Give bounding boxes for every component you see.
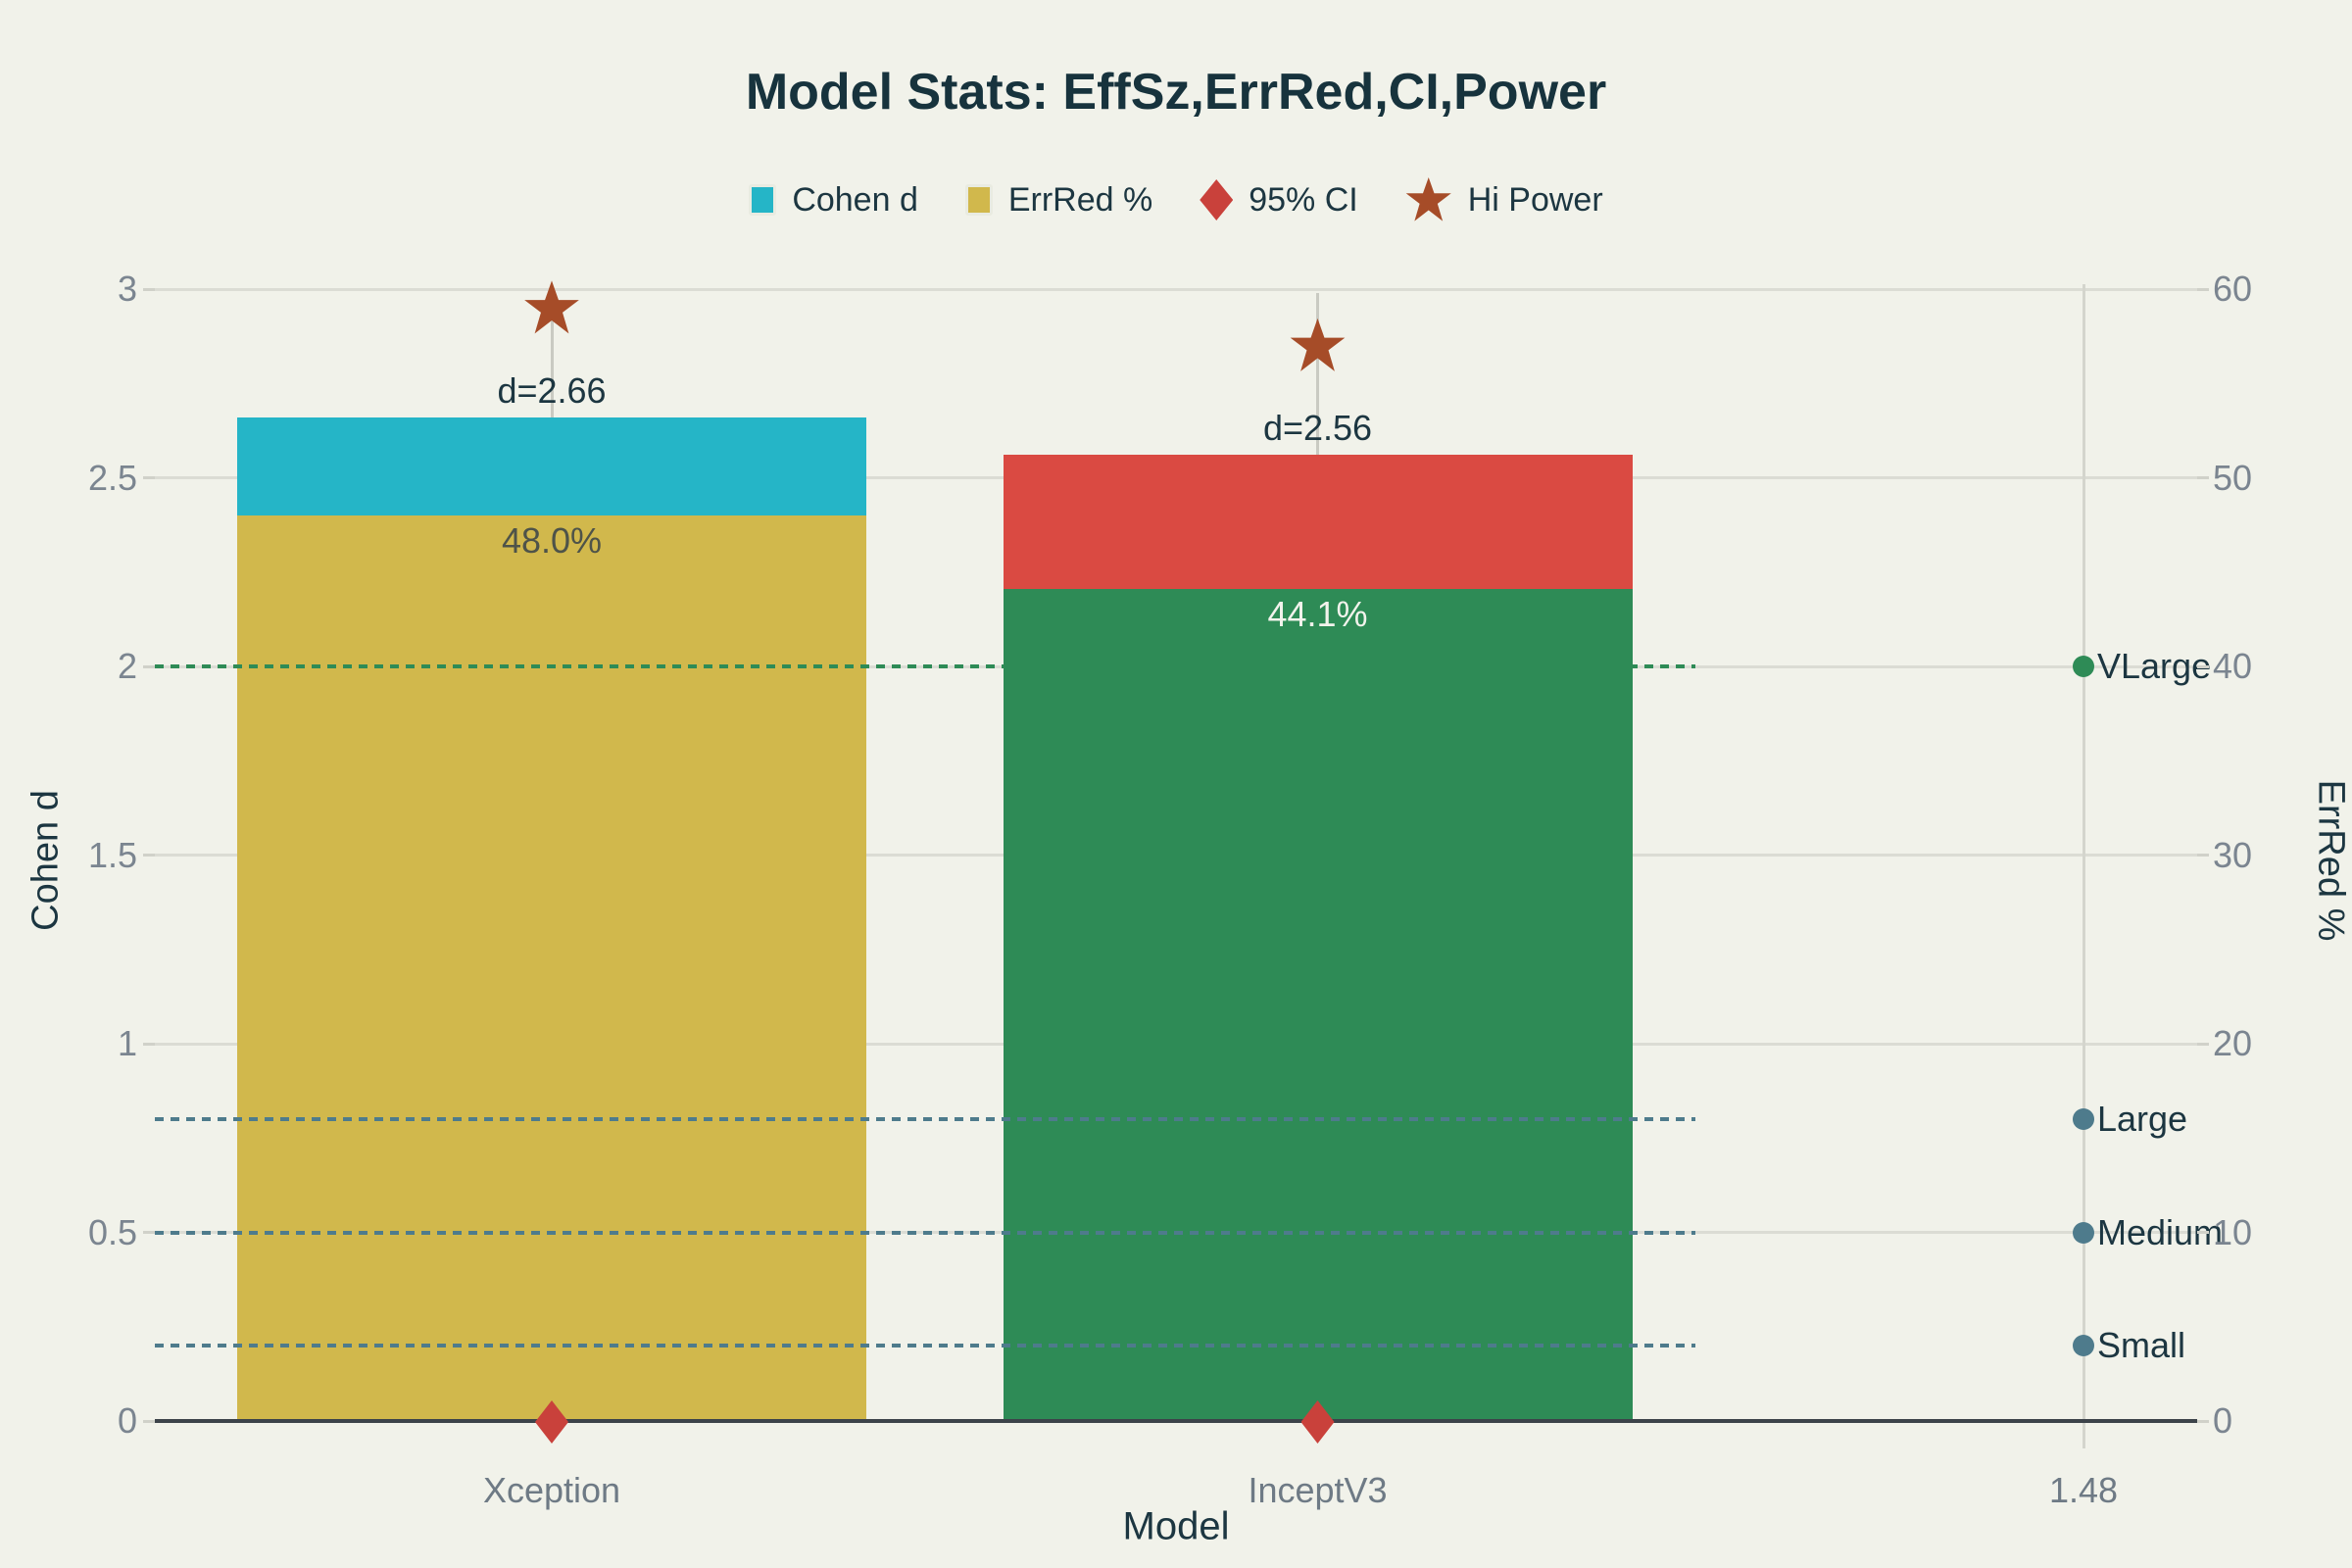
y-tick-label-left: 0.5 <box>87 1211 137 1252</box>
y-tick-label-right: 0 <box>2213 1400 2233 1441</box>
tick-dash <box>2197 287 2209 291</box>
threshold-line <box>155 1230 1695 1235</box>
threshold-line <box>155 664 1695 668</box>
tick-dash <box>2197 476 2209 479</box>
legend-square-icon <box>964 184 993 216</box>
tick-dash <box>143 287 155 291</box>
y-tick-label-left: 2 <box>117 646 137 686</box>
legend-label: 95% CI <box>1249 180 1358 219</box>
threshold-label: Large <box>2097 1099 2188 1139</box>
tick-dash <box>143 854 155 857</box>
y-tick-label-left: 1 <box>117 1023 137 1063</box>
y-axis-title-right: ErrRed % <box>2310 779 2352 942</box>
tick-dash <box>2197 664 2209 668</box>
tick-dash <box>143 1231 155 1234</box>
threshold-dot <box>2073 1108 2094 1130</box>
threshold-label: VLarge <box>2097 646 2212 686</box>
legend-item-errred-[interactable]: ErrRed % <box>964 180 1153 220</box>
chart-title: Model Stats: EffSz,ErrRed,CI,Power <box>745 64 1607 121</box>
bar-pct-label: 44.1% <box>1267 594 1368 635</box>
gridline-h <box>155 287 2197 291</box>
threshold-dot <box>2073 1221 2094 1244</box>
y-tick-label-right: 10 <box>2213 1211 2253 1252</box>
tick-dash <box>143 476 155 479</box>
threshold-line <box>155 1117 1695 1121</box>
bar-errred-overlay[interactable] <box>237 515 866 1423</box>
legend-item-95-ci[interactable]: 95% CI <box>1200 179 1358 220</box>
threshold-line <box>155 1344 1695 1348</box>
x-tick-label: 1.48 <box>2048 1470 2119 1510</box>
whisker-line <box>1316 292 1319 456</box>
threshold-dot <box>2073 656 2094 677</box>
y-tick-label-left: 2.5 <box>87 457 137 498</box>
bar-errred-overlay[interactable] <box>1003 589 1633 1423</box>
bar-pct-label: 48.0% <box>501 520 603 561</box>
tick-dash <box>2197 1042 2209 1046</box>
legend-item-hi-power[interactable]: Hi Power <box>1405 176 1603 223</box>
y-tick-label-right: 40 <box>2213 646 2253 686</box>
legend-star-icon <box>1405 176 1451 221</box>
y-tick-label-right: 20 <box>2213 1023 2253 1063</box>
tick-dash <box>2197 1231 2209 1234</box>
tick-dash <box>143 664 155 668</box>
gridline-v <box>2082 284 2085 1448</box>
x-tick-label: InceptV3 <box>1248 1470 1388 1510</box>
whisker-line <box>550 292 554 417</box>
tick-dash <box>2197 854 2209 857</box>
y-tick-label-right: 50 <box>2213 457 2253 498</box>
legend-label: Cohen d <box>792 180 918 219</box>
tick-dash <box>143 1419 155 1423</box>
legend-diamond-icon <box>1200 179 1234 220</box>
x-tick-label: Xception <box>482 1470 621 1510</box>
bar-value-label: d=2.56 <box>1262 408 1373 449</box>
threshold-dot <box>2073 1335 2094 1356</box>
y-tick-label-right: 60 <box>2213 269 2253 309</box>
y-tick-label-right: 30 <box>2213 834 2253 875</box>
legend-label: ErrRed % <box>1007 180 1153 219</box>
tick-dash <box>143 1042 155 1046</box>
y-tick-label-left: 3 <box>117 269 137 309</box>
legend: Cohen d ErrRed % 95% CI Hi Power <box>0 176 2352 223</box>
x-axis-line <box>155 1419 2197 1423</box>
bar-value-label: d=2.66 <box>497 369 607 411</box>
y-tick-label-left: 0 <box>117 1400 137 1441</box>
threshold-label: Small <box>2097 1325 2186 1365</box>
legend-item-cohen-d[interactable]: Cohen d <box>749 181 918 220</box>
legend-square-icon <box>749 184 777 216</box>
legend-label: Hi Power <box>1467 180 1603 219</box>
y-tick-label-left: 1.5 <box>87 834 137 875</box>
tick-dash <box>2197 1419 2209 1423</box>
x-axis-title: Model <box>1122 1504 1230 1548</box>
